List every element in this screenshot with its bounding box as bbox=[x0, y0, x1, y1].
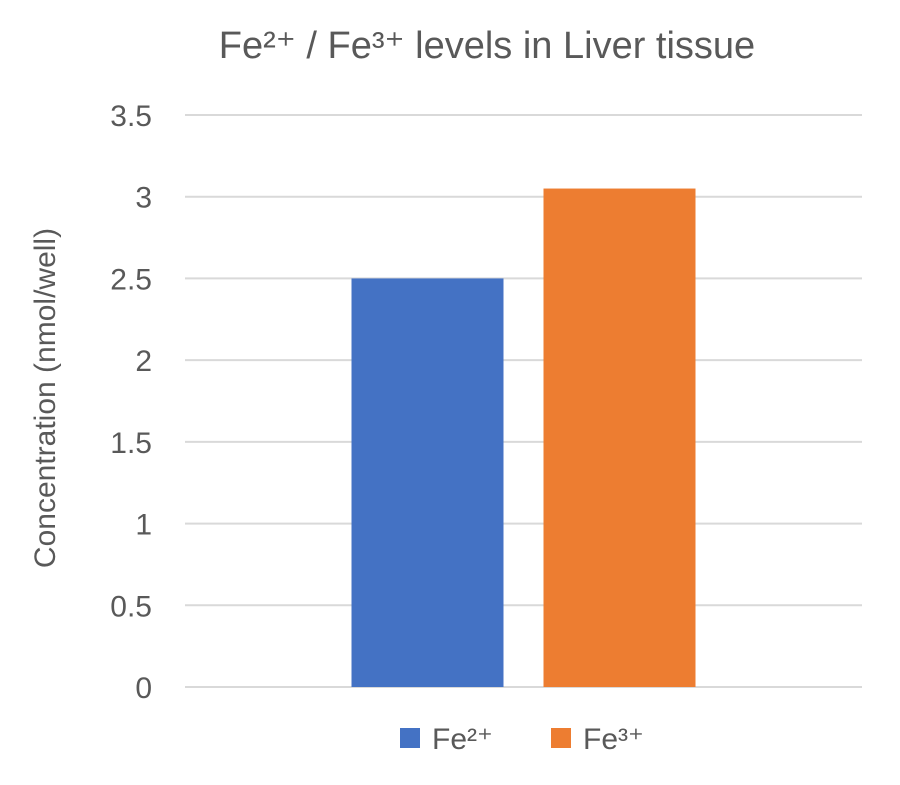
y-tick-label: 2.5 bbox=[110, 263, 152, 296]
y-axis-label: Concentration (nmol/well) bbox=[29, 228, 62, 568]
legend-swatch-2 bbox=[551, 728, 571, 748]
grid-lines bbox=[185, 114, 862, 688]
legend: Fe²⁺ Fe³⁺ bbox=[400, 723, 644, 756]
chart-title: Fe²⁺ / Fe³⁺ levels in Liver tissue bbox=[219, 25, 755, 67]
y-tick-label: 3.5 bbox=[110, 100, 152, 133]
y-tick-labels: 0 0.5 1 1.5 2 2.5 3 3.5 bbox=[110, 100, 152, 705]
bars bbox=[351, 188, 696, 688]
y-tick-label: 3 bbox=[135, 182, 152, 215]
y-tick-label: 0.5 bbox=[110, 590, 152, 623]
y-tick-label: 1 bbox=[135, 509, 152, 542]
bar-series-1 bbox=[351, 278, 504, 687]
y-tick-label: 0 bbox=[135, 672, 152, 705]
legend-swatch-1 bbox=[400, 728, 420, 748]
legend-label-1: Fe²⁺ bbox=[432, 723, 493, 756]
y-tick-label: 2 bbox=[135, 345, 152, 378]
y-tick-label: 1.5 bbox=[110, 427, 152, 460]
legend-label-2: Fe³⁺ bbox=[583, 723, 644, 756]
bar-series-2 bbox=[543, 188, 696, 688]
